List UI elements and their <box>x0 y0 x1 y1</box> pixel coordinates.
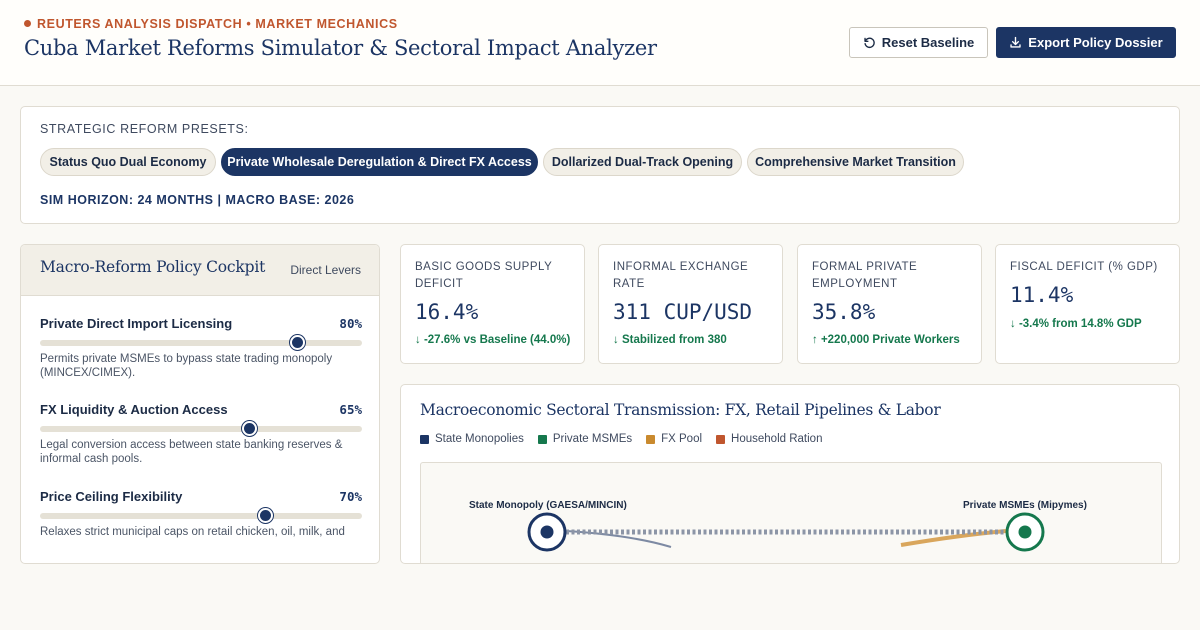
kpi-label: INFORMAL EXCHANGE RATE <box>613 261 749 290</box>
lever-description: Relaxes strict municipal caps on retail … <box>40 526 345 538</box>
legend-label: State Monopolies <box>435 433 524 445</box>
flow-lines <box>527 512 1045 552</box>
legend-swatch <box>420 434 429 444</box>
state-node-core <box>540 525 554 539</box>
lever-value: 70% <box>339 489 362 504</box>
kpi-label: FORMAL PRIVATE EMPLOYMENT <box>812 261 918 290</box>
kpi-value: 16.4% <box>415 300 479 324</box>
slider-handle[interactable] <box>241 421 257 436</box>
import-licensing-slider[interactable] <box>40 335 362 350</box>
kpi-label: BASIC GOODS SUPPLY DEFICIT <box>415 261 553 290</box>
slider-handle[interactable] <box>257 508 273 523</box>
app-header: REUTERS ANALYSIS DISPATCH • MARKET MECHA… <box>0 0 1200 86</box>
kpi-delta: ↓ -27.6% vs Baseline (44.0%) <box>415 334 571 346</box>
slider-handle[interactable] <box>290 335 306 350</box>
policy-cockpit-panel: Macro-Reform Policy Cockpit Direct Lever… <box>20 244 380 564</box>
kpi-delta: ↓ Stabilized from 380 <box>613 334 727 346</box>
preset-private-wholesale-deregulation[interactable]: Private Wholesale Deregulation & Direct … <box>221 148 538 176</box>
fx-liquidity-slider[interactable] <box>40 421 362 436</box>
presets-label: STRATEGIC REFORM PRESETS: <box>40 122 249 136</box>
dispatch-kicker: REUTERS ANALYSIS DISPATCH • MARKET MECHA… <box>24 17 398 31</box>
page-title: Cuba Market Reforms Simulator & Sectoral… <box>24 36 657 60</box>
sim-horizon-text: SIM HORIZON: 24 MONTHS | MACRO BASE: 202… <box>40 193 355 207</box>
reset-baseline-label: Reset Baseline <box>881 35 975 50</box>
legend-swatch <box>537 434 547 444</box>
kpi-value: 11.4% <box>1010 283 1074 307</box>
lever-name: FX Liquidity & Auction Access <box>40 402 228 417</box>
cockpit-tag: Direct Levers <box>290 263 361 277</box>
legend-swatch <box>716 434 726 444</box>
preset-dollarized-dual-track[interactable]: Dollarized Dual-Track Opening <box>543 148 742 176</box>
sectoral-transmission-panel: Macroeconomic Sectoral Transmission: FX,… <box>400 384 1180 564</box>
kpi-value: 35.8% <box>812 300 876 324</box>
download-icon <box>1010 36 1021 48</box>
lever-value: 80% <box>339 316 362 331</box>
lever-description: Legal conversion access between state ba… <box>40 439 343 465</box>
legend-label: Household Ration <box>731 433 823 445</box>
price-ceiling-slider[interactable] <box>40 508 362 523</box>
legend-swatch <box>646 434 656 444</box>
bullet-dot-icon <box>24 20 31 27</box>
node-label-state: State Monopoly (GAESA/MINCIN) <box>469 500 627 511</box>
legend-label: Private MSMEs <box>552 433 633 445</box>
legend-item-ration: Household Ration <box>716 433 822 445</box>
sector-legend: State Monopolies Private MSMEs FX Pool H… <box>420 433 822 445</box>
sector-title: Macroeconomic Sectoral Transmission: FX,… <box>420 401 941 419</box>
kpi-fiscal-deficit: FISCAL DEFICIT (% GDP) 11.4% ↓ -3.4% fro… <box>995 244 1180 364</box>
legend-label: FX Pool <box>661 433 703 445</box>
reform-presets-panel: STRATEGIC REFORM PRESETS: Status Quo Dua… <box>20 106 1180 224</box>
export-dossier-label: Export Policy Dossier <box>1028 35 1163 50</box>
lever-name: Private Direct Import Licensing <box>40 316 233 331</box>
lever-description: Permits private MSMEs to bypass state tr… <box>40 353 333 379</box>
node-label-private: Private MSMEs (Mipymes) <box>963 500 1087 511</box>
legend-item-state: State Monopolies <box>420 433 524 445</box>
kpi-label: FISCAL DEFICIT (% GDP) <box>1010 261 1158 273</box>
kpi-exchange-rate: INFORMAL EXCHANGE RATE 311 CUP/USD ↓ Sta… <box>598 244 783 364</box>
legend-item-private: Private MSMEs <box>537 433 633 445</box>
preset-comprehensive-transition[interactable]: Comprehensive Market Transition <box>747 148 964 176</box>
export-dossier-button[interactable]: Export Policy Dossier <box>996 27 1176 58</box>
kicker-text: REUTERS ANALYSIS DISPATCH • MARKET MECHA… <box>37 17 398 31</box>
lever-name: Price Ceiling Flexibility <box>40 489 183 504</box>
lever-value: 65% <box>339 402 362 417</box>
reset-baseline-button[interactable]: Reset Baseline <box>849 27 988 58</box>
kpi-private-employment: FORMAL PRIVATE EMPLOYMENT 35.8% ↑ +220,0… <box>797 244 982 364</box>
private-node-core <box>1018 525 1032 539</box>
kpi-delta: ↓ -3.4% from 14.8% GDP <box>1010 318 1142 330</box>
cockpit-title: Macro-Reform Policy Cockpit <box>40 258 266 276</box>
reset-icon <box>864 37 875 48</box>
kpi-value: 311 CUP/USD <box>613 300 753 324</box>
transmission-diagram: State Monopoly (GAESA/MINCIN) Private MS… <box>420 462 1162 563</box>
kpi-supply-deficit: BASIC GOODS SUPPLY DEFICIT 16.4% ↓ -27.6… <box>400 244 585 364</box>
preset-status-quo[interactable]: Status Quo Dual Economy <box>40 148 216 176</box>
cockpit-header: Macro-Reform Policy Cockpit Direct Lever… <box>21 245 379 296</box>
legend-item-fx: FX Pool <box>646 433 702 445</box>
kpi-delta: ↑ +220,000 Private Workers <box>812 334 960 346</box>
